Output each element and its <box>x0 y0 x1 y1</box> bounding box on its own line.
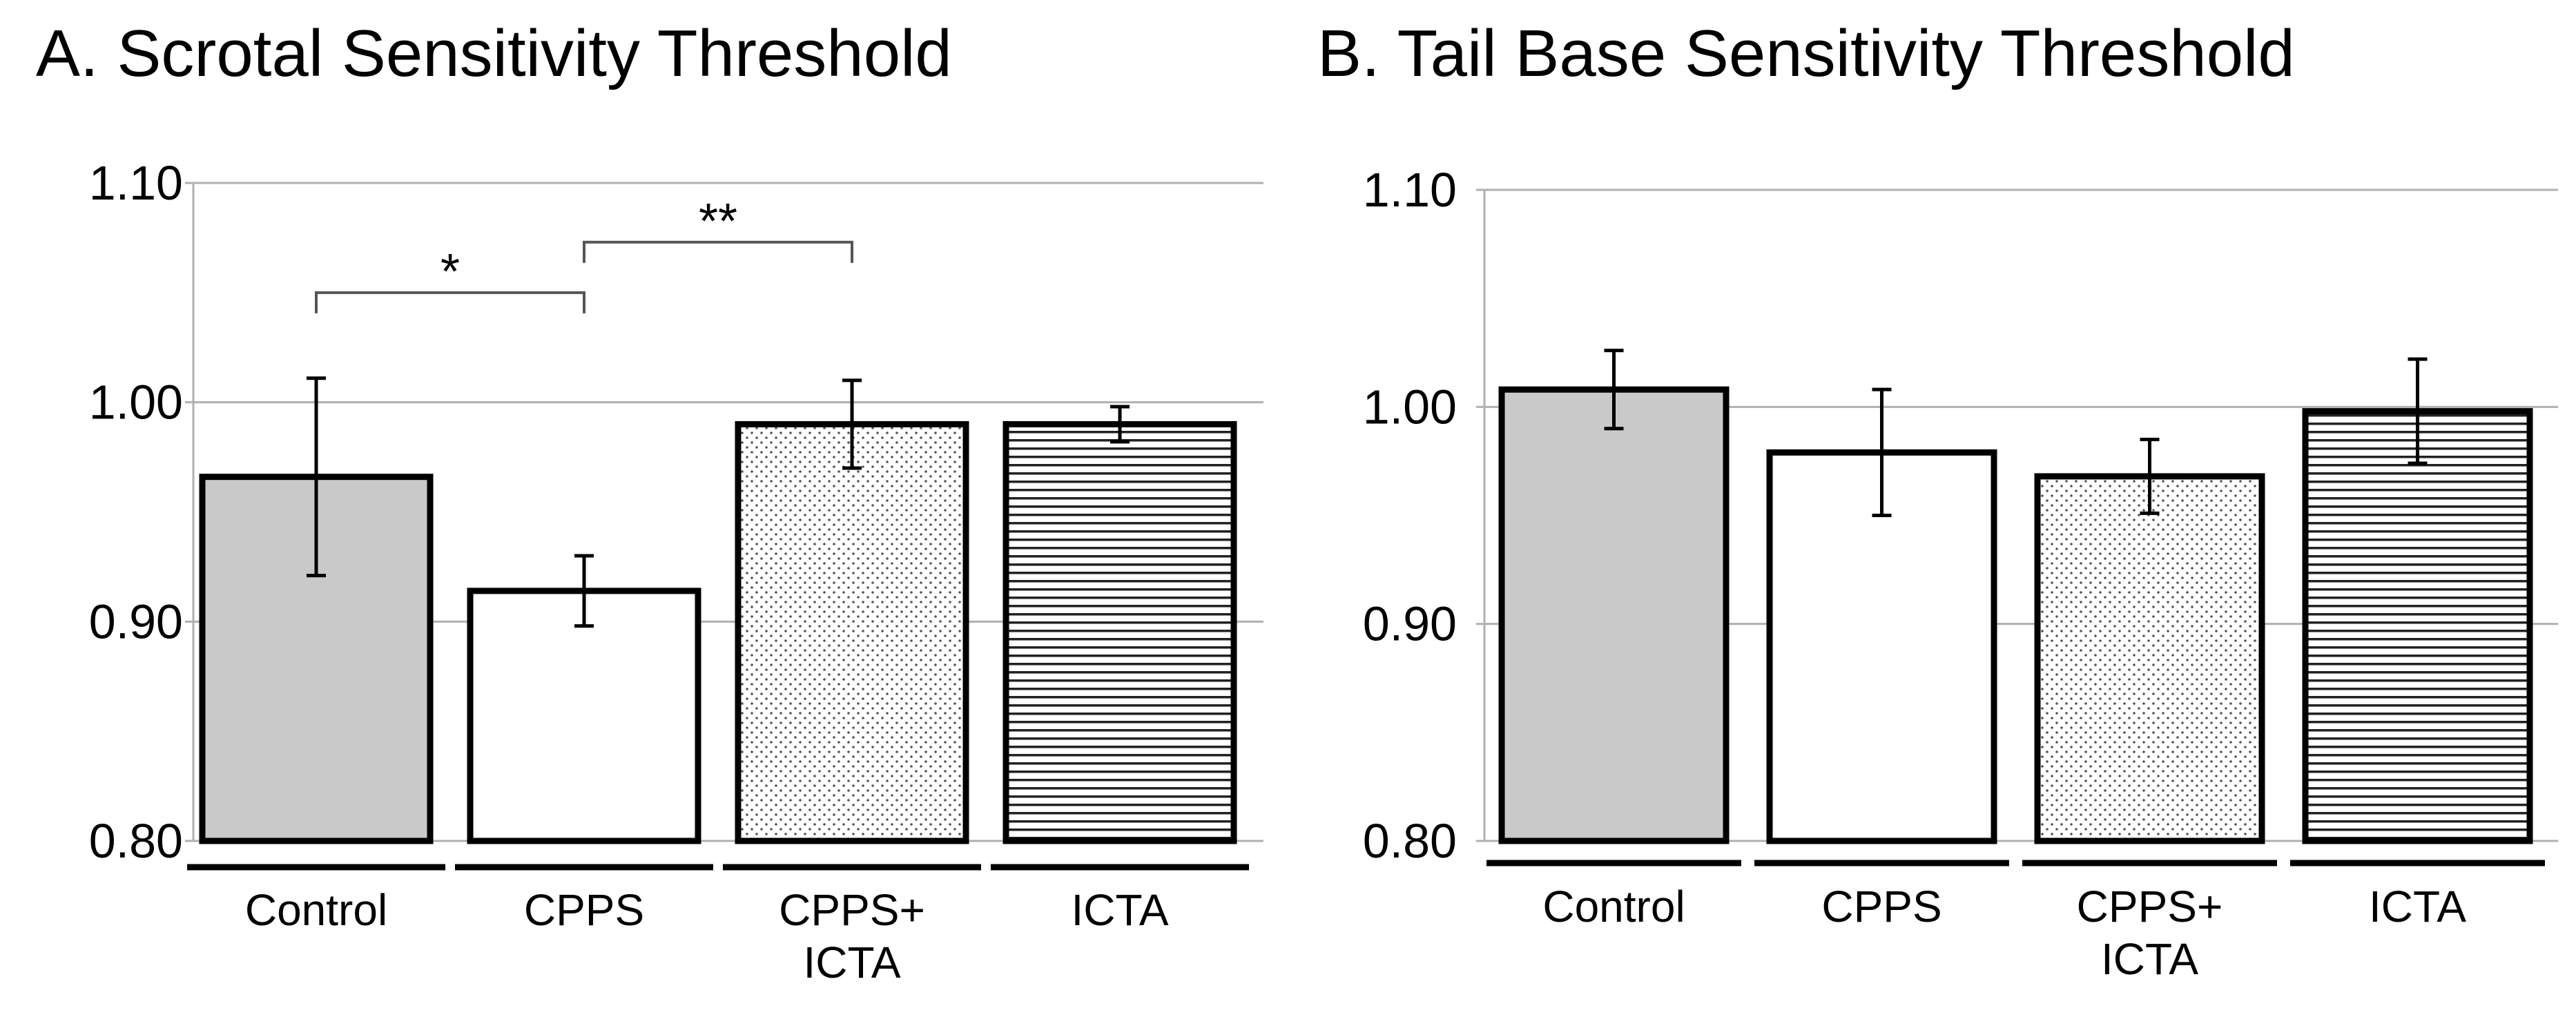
panel-b-bars <box>1498 386 2533 844</box>
panel-a-error-bars <box>307 376 1130 628</box>
bar <box>735 420 969 844</box>
panel-a-title: A. Scrotal Sensitivity Threshold <box>36 17 952 90</box>
category-label: CPPS <box>1821 882 1941 931</box>
significance-bracket <box>315 291 585 313</box>
category-label: ICTA <box>1071 885 1168 935</box>
significance-label: * <box>440 244 460 300</box>
panel-b-error-bars <box>1604 349 2428 517</box>
y-tick-label: 0.90 <box>89 594 183 648</box>
panel-a-x-axis: Control CPPS CPPS+ ICTA ICTA <box>187 864 1249 987</box>
bar <box>467 588 701 844</box>
panel-a-significance: *** <box>315 194 853 313</box>
bar <box>1003 420 1237 844</box>
category-label: Control <box>1542 882 1685 931</box>
significance-label: ** <box>699 194 737 249</box>
panel-b-y-axis: 0.80 0.90 1.00 1.10 <box>1363 163 1484 868</box>
y-tick-label: 1.00 <box>1363 380 1457 434</box>
significance-bracket <box>583 240 853 263</box>
y-tick-label: 1.00 <box>89 376 183 429</box>
y-tick-label: 1.10 <box>89 156 183 210</box>
category-label: ICTA <box>2369 882 2466 931</box>
y-tick-label: 0.80 <box>89 814 183 868</box>
panel-b-x-axis: Control CPPS CPPS+ ICTA ICTA <box>1486 860 2545 984</box>
y-tick-label: 0.90 <box>1363 597 1457 651</box>
panel-b-title: B. Tail Base Sensitivity Threshold <box>1317 17 2295 90</box>
y-tick-label: 1.10 <box>1363 163 1457 217</box>
panel-b: B. Tail Base Sensitivity Threshold 0.800… <box>1317 17 2558 984</box>
panel-a-bars <box>199 420 1237 844</box>
y-tick-label: 0.80 <box>1363 814 1457 868</box>
category-label: CPPS+ ICTA <box>2077 882 2223 984</box>
bar <box>1498 386 1730 844</box>
category-label: CPPS <box>524 885 644 935</box>
panel-a: A. Scrotal Sensitivity Threshold 0.80 0.9… <box>36 17 1263 987</box>
category-label: Control <box>245 885 387 935</box>
category-label: CPPS+ ICTA <box>779 885 925 987</box>
panel-a-y-axis: 0.80 0.90 1.00 1.10 <box>89 156 193 868</box>
bar <box>2302 408 2533 844</box>
bar <box>2034 473 2265 844</box>
bar <box>1766 449 1997 844</box>
